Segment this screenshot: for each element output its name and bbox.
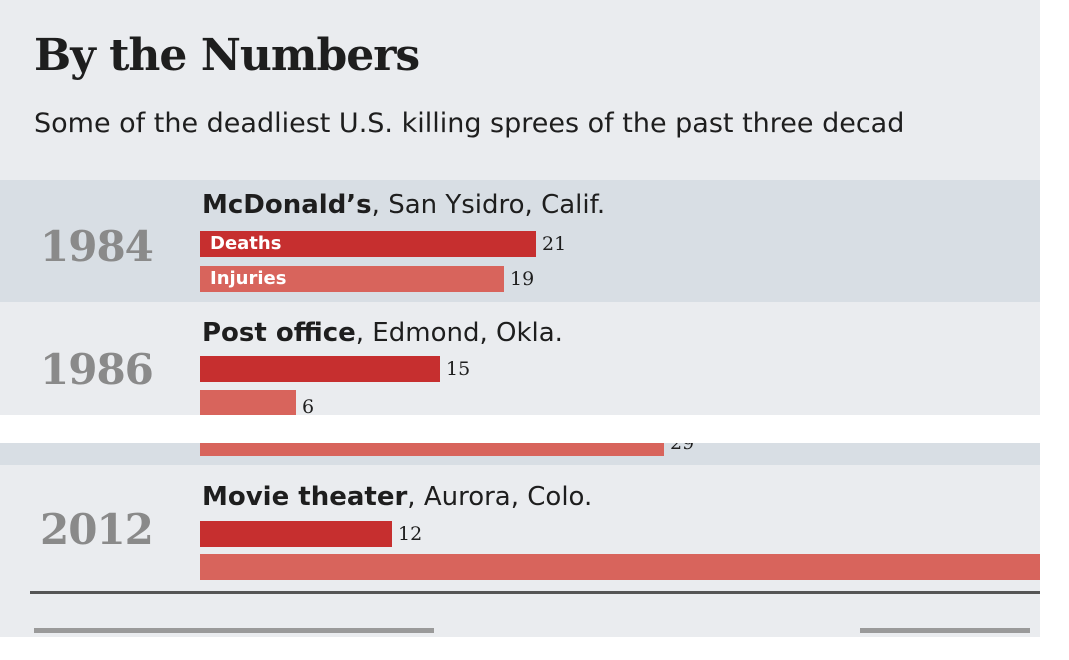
value-label-injuries-1984: 19 bbox=[510, 268, 535, 290]
legend-label-injuries: Injuries bbox=[210, 268, 287, 289]
bar-deaths-1984: Deaths bbox=[200, 231, 536, 257]
footer-rule bbox=[30, 591, 1040, 594]
place-location: , San Ysidro, Calif. bbox=[371, 190, 606, 220]
place-label: McDonald’s, San Ysidro, Calif. bbox=[202, 190, 605, 220]
bar-deaths-2012 bbox=[200, 521, 392, 547]
bar-injuries-2012 bbox=[200, 554, 1040, 580]
image-gap bbox=[0, 415, 1069, 443]
place-name: McDonald’s bbox=[202, 190, 372, 220]
place-location: , Edmond, Okla. bbox=[355, 318, 563, 348]
chart-title: By the Numbers bbox=[34, 30, 420, 81]
value-label-deaths-2012: 12 bbox=[398, 523, 423, 545]
credit-line-fragment bbox=[860, 628, 1030, 633]
legend-label-deaths: Deaths bbox=[210, 233, 282, 254]
year-label: 2012 bbox=[40, 505, 154, 554]
year-label: 1986 bbox=[40, 345, 154, 394]
place-name: Post office bbox=[202, 318, 356, 348]
value-label-deaths-1986: 15 bbox=[446, 358, 471, 380]
bar-injuries-1984: Injuries bbox=[200, 266, 504, 292]
place-label: Post office, Edmond, Okla. bbox=[202, 318, 563, 348]
bar-deaths-1986 bbox=[200, 356, 440, 382]
place-location: , Aurora, Colo. bbox=[407, 482, 593, 512]
value-label-deaths-1984: 21 bbox=[542, 233, 567, 255]
place-label: Movie theater, Aurora, Colo. bbox=[202, 482, 592, 512]
bar-injuries-1986 bbox=[200, 390, 296, 416]
year-label: 1984 bbox=[40, 222, 154, 271]
source-line-fragment bbox=[34, 628, 434, 633]
chart-graphic: By the Numbers Some of the deadliest U.S… bbox=[0, 0, 1040, 637]
place-name: Movie theater bbox=[202, 482, 408, 512]
chart-subtitle: Some of the deadliest U.S. killing spree… bbox=[34, 108, 905, 139]
value-label-injuries-1986: 6 bbox=[302, 396, 315, 418]
